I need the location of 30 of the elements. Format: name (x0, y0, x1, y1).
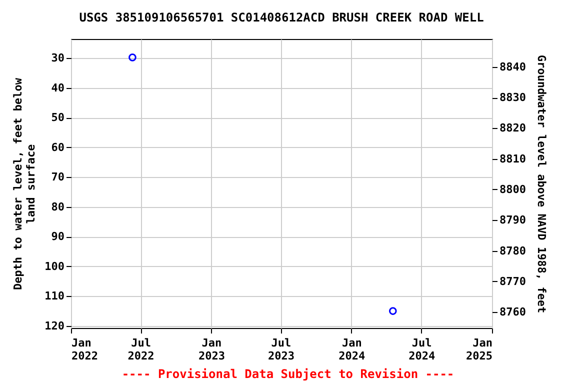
y2-tick-label: 8760 (500, 306, 526, 319)
y2-tick-label: 8820 (500, 122, 526, 135)
y2-tick-label: 8790 (500, 214, 526, 227)
y-tick-label: 50 (51, 111, 64, 124)
x-tick-label: Jan 2022 (72, 336, 98, 362)
y-tick-label: 110 (44, 290, 64, 303)
x-tick-label: Jan 2025 (466, 336, 492, 362)
y2-tick-label: 8810 (500, 152, 526, 166)
y-tick-label: 70 (51, 170, 64, 184)
y-tick-label: 30 (51, 52, 64, 65)
x-tick-label: Jan 2024 (338, 336, 366, 362)
y-tick-label: 80 (51, 200, 64, 214)
y-tick-label: 90 (51, 230, 64, 244)
y2-tick-label: 8830 (500, 91, 526, 104)
y2-tick-label: 8800 (500, 182, 526, 196)
y-tick-label: 100 (44, 260, 64, 273)
x-tick-label: Jan 2023 (198, 336, 225, 362)
y2-tick-label: 8780 (500, 244, 526, 258)
y2-tick-label: 8840 (500, 60, 526, 74)
x-tick-label: Jul 2022 (128, 336, 154, 362)
y2-tick-label: 8770 (500, 274, 526, 288)
y-tick-label: 120 (44, 319, 64, 332)
y-tick-label: 40 (51, 81, 64, 94)
y-tick-label: 60 (51, 140, 64, 154)
y-axis-title: Depth to water level, feet below land surface (12, 78, 38, 290)
x-tick-label: Jul 2023 (268, 336, 294, 362)
chart-title: USGS 385109106565701 SC01408612ACD BRUSH CREEK ROAD WELL (79, 10, 484, 24)
x-tick-label: Jul 2024 (408, 336, 436, 362)
y2-axis-title: Groundwater level above NAVD 1988, feet (534, 54, 548, 314)
text: ---- Provisional Data Subject to Revision ---- (120, 367, 456, 381)
